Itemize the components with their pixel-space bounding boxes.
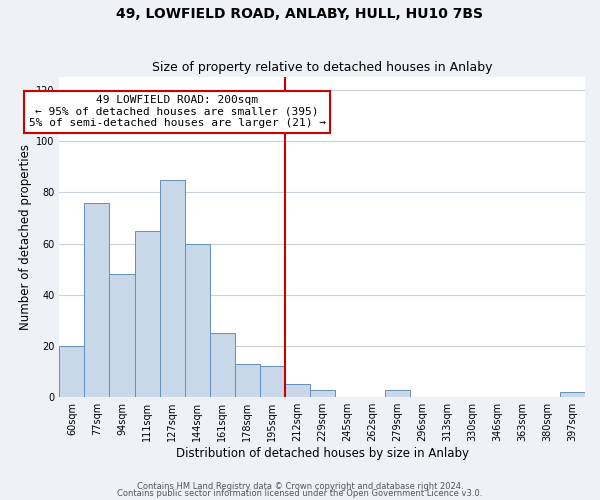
- Text: 49, LOWFIELD ROAD, ANLABY, HULL, HU10 7BS: 49, LOWFIELD ROAD, ANLABY, HULL, HU10 7B…: [116, 8, 484, 22]
- Text: 49 LOWFIELD ROAD: 200sqm
← 95% of detached houses are smaller (395)
5% of semi-d: 49 LOWFIELD ROAD: 200sqm ← 95% of detach…: [29, 95, 326, 128]
- Bar: [235, 364, 260, 397]
- Bar: [185, 244, 209, 397]
- Bar: [560, 392, 585, 397]
- Bar: [284, 384, 310, 397]
- Text: Contains HM Land Registry data © Crown copyright and database right 2024.: Contains HM Land Registry data © Crown c…: [137, 482, 463, 491]
- Bar: [209, 333, 235, 397]
- Bar: [385, 390, 410, 397]
- Y-axis label: Number of detached properties: Number of detached properties: [19, 144, 32, 330]
- Bar: [59, 346, 85, 397]
- Bar: [260, 366, 284, 397]
- Bar: [109, 274, 134, 397]
- Bar: [160, 180, 185, 397]
- Bar: [310, 390, 335, 397]
- X-axis label: Distribution of detached houses by size in Anlaby: Distribution of detached houses by size …: [176, 447, 469, 460]
- Text: Contains public sector information licensed under the Open Government Licence v3: Contains public sector information licen…: [118, 489, 482, 498]
- Bar: [134, 230, 160, 397]
- Title: Size of property relative to detached houses in Anlaby: Size of property relative to detached ho…: [152, 62, 493, 74]
- Bar: [85, 202, 109, 397]
